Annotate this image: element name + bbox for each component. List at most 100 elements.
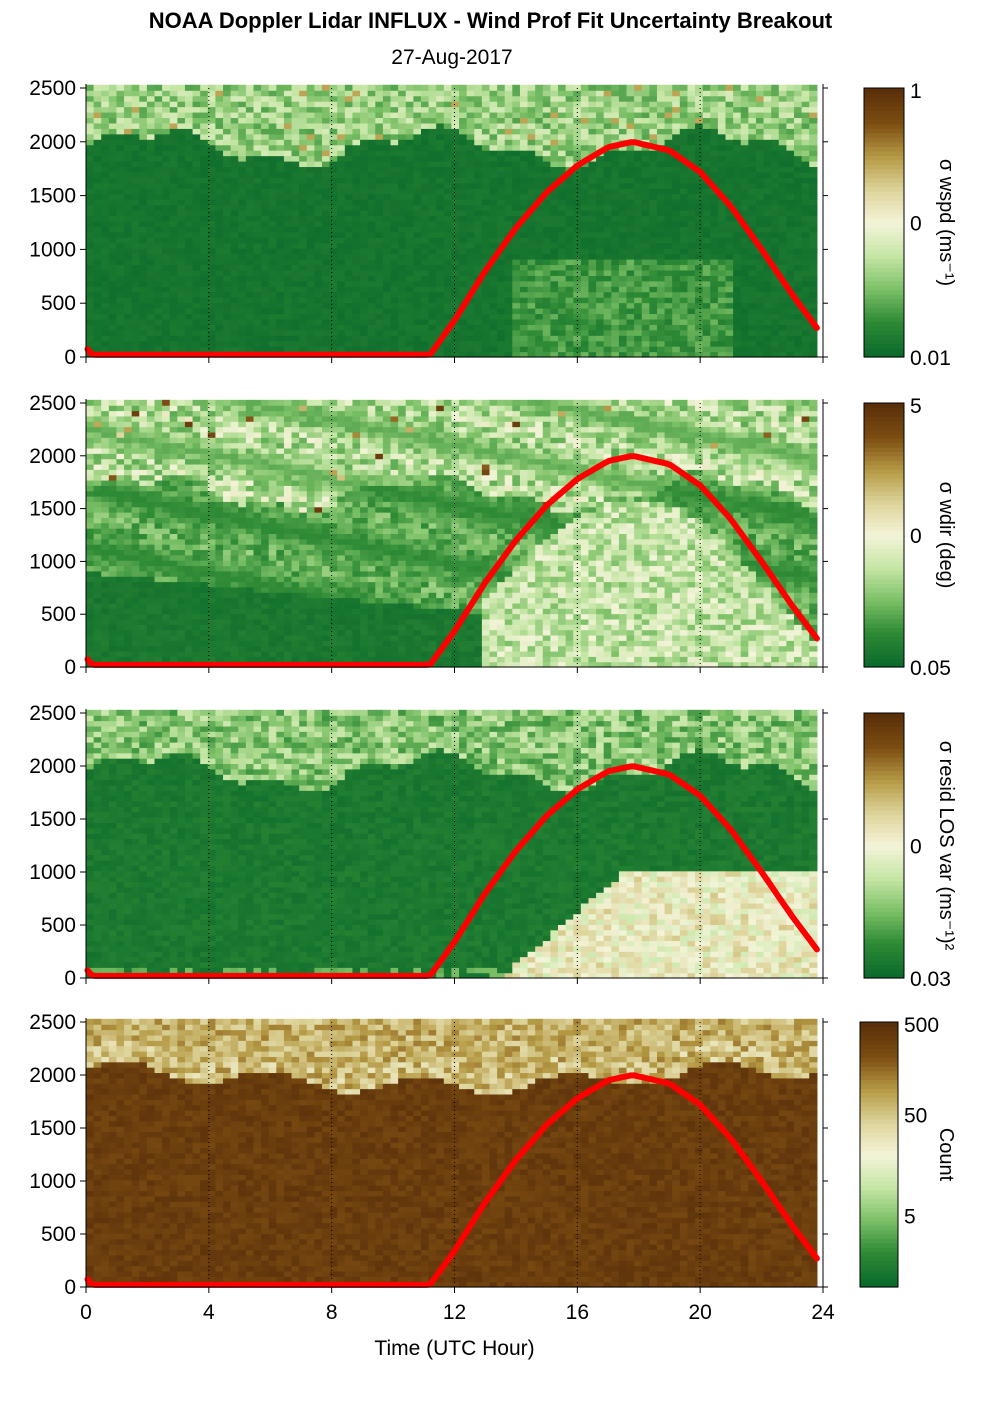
heatmap-cell xyxy=(482,303,490,309)
heatmap-cell xyxy=(528,117,536,123)
heatmap-cell xyxy=(680,232,688,238)
heatmap-cell xyxy=(155,313,163,319)
heatmap-cell xyxy=(208,166,216,172)
heatmap-cell xyxy=(261,319,269,325)
heatmap-cell xyxy=(109,117,117,123)
heatmap-cell xyxy=(238,292,246,298)
heatmap-cell xyxy=(657,308,665,314)
heatmap-cell xyxy=(710,145,718,151)
heatmap-cell xyxy=(413,264,421,270)
heatmap-cell xyxy=(649,156,657,162)
heatmap-cell xyxy=(588,90,596,96)
heatmap-cell xyxy=(710,96,718,102)
heatmap-cell xyxy=(642,324,650,330)
heatmap-cell xyxy=(345,205,353,211)
heatmap-cell xyxy=(337,128,345,134)
heatmap-cell xyxy=(604,281,612,287)
heatmap-cell xyxy=(322,335,330,341)
heatmap-cell xyxy=(657,85,665,91)
heatmap-cell xyxy=(345,199,353,205)
heatmap-cell xyxy=(771,166,779,172)
heatmap-cell xyxy=(764,270,772,276)
heatmap-cell xyxy=(155,90,163,96)
heatmap-cell xyxy=(337,297,345,303)
heatmap-cell xyxy=(581,188,589,194)
heatmap-cell xyxy=(193,303,201,309)
heatmap-cell xyxy=(756,112,764,118)
heatmap-cell xyxy=(741,177,749,183)
heatmap-cell xyxy=(406,123,414,129)
heatmap-cell xyxy=(314,297,322,303)
heatmap-cell xyxy=(177,292,185,298)
heatmap-cell xyxy=(314,85,322,91)
heatmap-cell xyxy=(756,221,764,227)
heatmap-cell xyxy=(436,324,444,330)
heatmap-cell xyxy=(383,313,391,319)
heatmap-cell xyxy=(634,303,642,309)
heatmap-cell xyxy=(459,324,467,330)
heatmap-cell xyxy=(771,194,779,200)
heatmap-cell xyxy=(269,90,277,96)
heatmap-cell xyxy=(482,341,490,347)
heatmap-cell xyxy=(619,90,627,96)
heatmap-cell xyxy=(611,243,619,249)
heatmap-cell xyxy=(489,117,497,123)
heatmap-cell xyxy=(535,117,543,123)
heatmap-cell xyxy=(352,292,360,298)
heatmap-cell xyxy=(200,221,208,227)
heatmap-cell xyxy=(177,226,185,232)
heatmap-cell xyxy=(535,341,543,347)
heatmap-cell xyxy=(352,194,360,200)
heatmap-cell xyxy=(368,275,376,281)
heatmap-cell xyxy=(687,270,695,276)
heatmap-cell xyxy=(802,123,810,129)
heatmap-cell xyxy=(451,96,459,102)
heatmap-cell xyxy=(124,297,132,303)
heatmap-cell xyxy=(756,259,764,265)
heatmap-cell xyxy=(604,166,612,172)
heatmap-cell xyxy=(124,90,132,96)
heatmap-cell xyxy=(86,292,94,298)
heatmap-cell xyxy=(398,254,406,260)
heatmap-cell xyxy=(779,85,787,91)
heatmap-cell xyxy=(360,123,368,129)
heatmap-cell xyxy=(627,270,635,276)
heatmap-cell xyxy=(474,177,482,183)
heatmap-cell xyxy=(771,346,779,352)
heatmap-cell xyxy=(444,117,452,123)
heatmap-cell xyxy=(94,172,102,178)
heatmap-cell xyxy=(726,96,734,102)
heatmap-cell xyxy=(535,85,543,91)
heatmap-cell xyxy=(429,205,437,211)
heatmap-cell xyxy=(756,177,764,183)
heatmap-cell xyxy=(284,313,292,319)
heatmap-cell xyxy=(413,85,421,91)
heatmap-cell xyxy=(726,286,734,292)
heatmap-cell xyxy=(779,313,787,319)
heatmap-cell xyxy=(231,205,239,211)
heatmap-cell xyxy=(756,199,764,205)
heatmap-cell xyxy=(223,139,231,145)
heatmap-cell xyxy=(391,134,399,140)
heatmap-cell xyxy=(200,205,208,211)
heatmap-cell xyxy=(748,346,756,352)
heatmap-cell xyxy=(292,215,300,221)
heatmap-cell xyxy=(162,264,170,270)
heatmap-cell xyxy=(86,172,94,178)
heatmap-cell xyxy=(642,156,650,162)
heatmap-cell xyxy=(147,172,155,178)
heatmap-cell xyxy=(231,275,239,281)
heatmap-cell xyxy=(741,254,749,260)
heatmap-cell xyxy=(139,324,147,330)
heatmap-cell xyxy=(352,85,360,91)
heatmap-cell xyxy=(86,651,94,657)
heatmap-cell xyxy=(588,145,596,151)
heatmap-cell xyxy=(482,210,490,216)
heatmap-cell xyxy=(406,319,414,325)
heatmap-cell xyxy=(596,303,604,309)
heatmap-cell xyxy=(528,303,536,309)
heatmap-cell xyxy=(337,275,345,281)
heatmap-cell xyxy=(162,96,170,102)
heatmap-cell xyxy=(436,166,444,172)
heatmap-cell xyxy=(116,248,124,254)
